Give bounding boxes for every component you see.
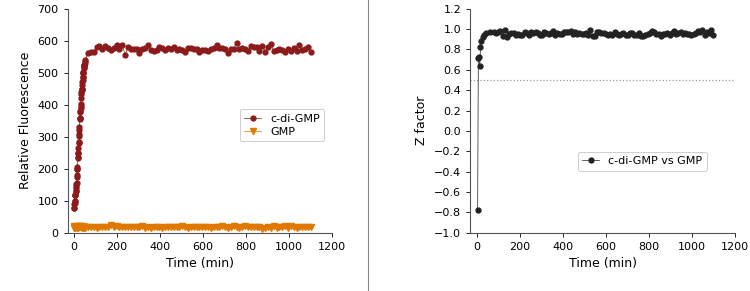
c-di-GMP vs GMP	[557, 32, 566, 36]
GMP	[80, 225, 89, 229]
c-di-GMP vs GMP	[709, 33, 718, 37]
c-di-GMP vs GMP	[706, 28, 716, 31]
c-di-GMP vs GMP	[608, 33, 617, 37]
Y-axis label: Relative Fluorescence: Relative Fluorescence	[19, 52, 32, 189]
Legend: c-di-GMP, GMP: c-di-GMP, GMP	[240, 109, 324, 141]
c-di-GMP	[232, 42, 241, 45]
GMP	[110, 225, 118, 228]
GMP	[71, 225, 80, 228]
GMP	[306, 226, 315, 229]
c-di-GMP	[106, 48, 116, 52]
c-di-GMP	[70, 199, 80, 203]
GMP	[72, 225, 81, 229]
GMP	[70, 225, 79, 229]
Y-axis label: Z factor: Z factor	[416, 96, 428, 146]
GMP	[74, 225, 83, 229]
c-di-GMP	[72, 181, 81, 184]
GMP	[258, 227, 267, 230]
Line: c-di-GMP vs GMP: c-di-GMP vs GMP	[476, 27, 716, 213]
Line: GMP: GMP	[71, 222, 314, 231]
GMP	[70, 225, 80, 228]
X-axis label: Time (min): Time (min)	[568, 257, 637, 270]
c-di-GMP	[304, 45, 313, 49]
c-di-GMP vs GMP	[522, 31, 531, 35]
c-di-GMP	[306, 50, 315, 53]
c-di-GMP vs GMP	[700, 33, 709, 37]
GMP	[106, 223, 116, 227]
Legend: c-di-GMP vs GMP: c-di-GMP vs GMP	[578, 152, 706, 171]
Line: c-di-GMP: c-di-GMP	[71, 41, 314, 210]
c-di-GMP vs GMP	[579, 32, 588, 35]
c-di-GMP	[70, 206, 79, 210]
c-di-GMP	[71, 194, 80, 197]
c-di-GMP	[74, 141, 83, 145]
c-di-GMP vs GMP	[473, 209, 482, 212]
X-axis label: Time (min): Time (min)	[166, 257, 234, 270]
c-di-GMP vs GMP	[529, 31, 538, 35]
